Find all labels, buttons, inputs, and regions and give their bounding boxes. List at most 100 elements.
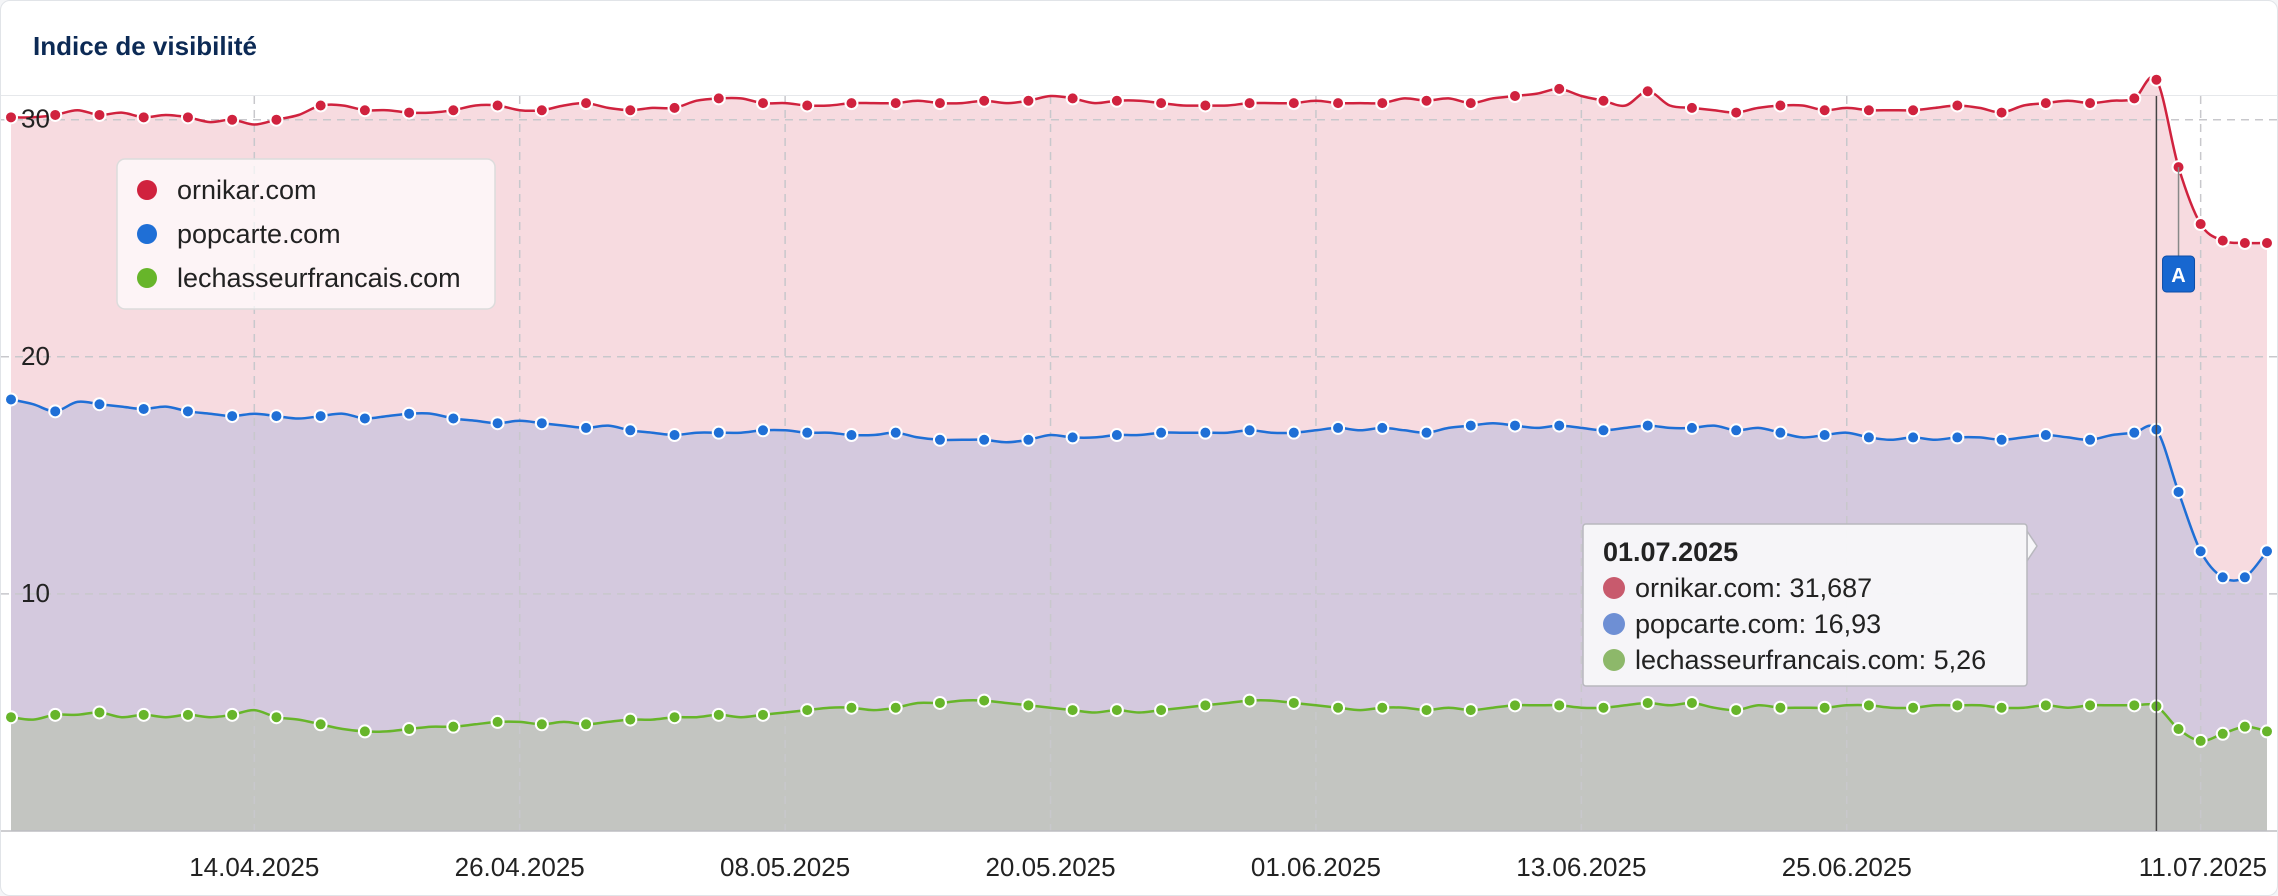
point-popcarte[interactable] — [2193, 544, 2208, 559]
point-ornikar[interactable] — [2127, 91, 2142, 106]
point-lechasseur[interactable] — [1154, 703, 1169, 718]
point-ornikar[interactable] — [1552, 81, 1567, 96]
point-popcarte[interactable] — [446, 411, 461, 426]
point-popcarte[interactable] — [932, 432, 947, 447]
point-ornikar[interactable] — [1861, 103, 1876, 118]
point-popcarte[interactable] — [711, 425, 726, 440]
point-lechasseur[interactable] — [800, 703, 815, 718]
point-popcarte[interactable] — [1331, 420, 1346, 435]
point-popcarte[interactable] — [1596, 423, 1611, 438]
point-lechasseur[interactable] — [2038, 698, 2053, 713]
point-lechasseur[interactable] — [225, 707, 240, 722]
point-lechasseur[interactable] — [1994, 700, 2009, 715]
point-lechasseur[interactable] — [667, 710, 682, 725]
point-lechasseur[interactable] — [1773, 700, 1788, 715]
point-popcarte[interactable] — [225, 409, 240, 424]
point-popcarte[interactable] — [4, 392, 18, 407]
point-popcarte[interactable] — [2237, 570, 2252, 585]
point-ornikar[interactable] — [180, 110, 195, 125]
point-popcarte[interactable] — [623, 423, 638, 438]
point-lechasseur[interactable] — [357, 724, 372, 739]
point-lechasseur[interactable] — [1331, 700, 1346, 715]
point-popcarte[interactable] — [1729, 423, 1744, 438]
point-popcarte[interactable] — [667, 428, 682, 443]
annotation-badge[interactable] — [2162, 255, 2196, 293]
point-popcarte[interactable] — [136, 401, 151, 416]
point-popcarte[interactable] — [1684, 420, 1699, 435]
point-popcarte[interactable] — [2260, 544, 2274, 559]
point-lechasseur[interactable] — [977, 693, 992, 708]
point-lechasseur[interactable] — [1198, 698, 1213, 713]
point-lechasseur[interactable] — [579, 717, 594, 732]
point-lechasseur[interactable] — [2171, 722, 2186, 737]
point-ornikar[interactable] — [2237, 236, 2252, 250]
point-ornikar[interactable] — [2038, 96, 2053, 111]
point-lechasseur[interactable] — [48, 707, 63, 722]
point-lechasseur[interactable] — [313, 717, 328, 732]
point-ornikar[interactable] — [225, 112, 240, 127]
point-popcarte[interactable] — [1065, 430, 1080, 445]
point-ornikar[interactable] — [1817, 103, 1832, 118]
point-popcarte[interactable] — [579, 420, 594, 435]
point-lechasseur[interactable] — [446, 719, 461, 734]
annotation-flag[interactable]: A — [2162, 167, 2196, 293]
point-lechasseur[interactable] — [2237, 719, 2252, 734]
point-popcarte[interactable] — [490, 416, 505, 431]
point-ornikar[interactable] — [313, 98, 328, 113]
point-popcarte[interactable] — [2127, 425, 2142, 440]
point-lechasseur[interactable] — [1375, 700, 1390, 715]
point-lechasseur[interactable] — [1684, 695, 1699, 710]
point-lechasseur[interactable] — [1109, 703, 1124, 718]
point-popcarte[interactable] — [888, 425, 903, 440]
point-ornikar[interactable] — [1419, 93, 1434, 108]
point-ornikar[interactable] — [2260, 236, 2274, 250]
point-popcarte[interactable] — [2038, 428, 2053, 443]
point-lechasseur[interactable] — [1861, 698, 1876, 713]
point-popcarte[interactable] — [1419, 425, 1434, 440]
point-lechasseur[interactable] — [623, 712, 638, 727]
point-ornikar[interactable] — [357, 103, 372, 118]
point-ornikar[interactable] — [1065, 91, 1080, 106]
point-popcarte[interactable] — [1375, 420, 1390, 435]
point-lechasseur[interactable] — [1906, 700, 1921, 715]
point-popcarte[interactable] — [1508, 418, 1522, 433]
point-ornikar[interactable] — [667, 100, 682, 115]
point-lechasseur[interactable] — [711, 707, 726, 722]
point-lechasseur[interactable] — [1817, 700, 1832, 715]
point-ornikar[interactable] — [1375, 96, 1390, 111]
point-ornikar[interactable] — [623, 103, 638, 118]
point-ornikar[interactable] — [711, 91, 726, 106]
legend-label-ornikar[interactable]: ornikar.com — [177, 175, 317, 205]
point-ornikar[interactable] — [1286, 96, 1301, 111]
point-lechasseur[interactable] — [2127, 698, 2142, 713]
point-lechasseur[interactable] — [1640, 695, 1655, 710]
point-lechasseur[interactable] — [2083, 698, 2098, 713]
point-lechasseur[interactable] — [2215, 726, 2230, 741]
point-ornikar[interactable] — [1994, 105, 2009, 120]
point-popcarte[interactable] — [1817, 428, 1832, 443]
point-popcarte[interactable] — [48, 404, 63, 419]
point-ornikar[interactable] — [1684, 100, 1699, 115]
point-lechasseur[interactable] — [1065, 703, 1080, 718]
point-lechasseur[interactable] — [1463, 703, 1478, 718]
point-lechasseur[interactable] — [180, 707, 195, 722]
point-popcarte[interactable] — [2171, 484, 2186, 499]
point-ornikar[interactable] — [1109, 93, 1124, 108]
point-lechasseur[interactable] — [1286, 695, 1301, 710]
point-popcarte[interactable] — [402, 406, 417, 421]
point-lechasseur[interactable] — [1508, 698, 1522, 713]
legend-label-lechasseur[interactable]: lechasseurfrancais.com — [177, 263, 461, 293]
point-ornikar[interactable] — [402, 105, 417, 120]
point-ornikar[interactable] — [2193, 217, 2208, 232]
point-ornikar[interactable] — [1021, 93, 1036, 108]
point-ornikar[interactable] — [92, 107, 107, 122]
point-ornikar[interactable] — [1508, 89, 1522, 103]
point-popcarte[interactable] — [92, 397, 107, 412]
point-ornikar[interactable] — [4, 110, 18, 125]
point-ornikar[interactable] — [932, 96, 947, 111]
point-popcarte[interactable] — [1773, 425, 1788, 440]
point-ornikar[interactable] — [1906, 103, 1921, 118]
point-popcarte[interactable] — [1552, 418, 1567, 433]
point-lechasseur[interactable] — [1552, 698, 1567, 713]
point-lechasseur[interactable] — [534, 717, 549, 732]
